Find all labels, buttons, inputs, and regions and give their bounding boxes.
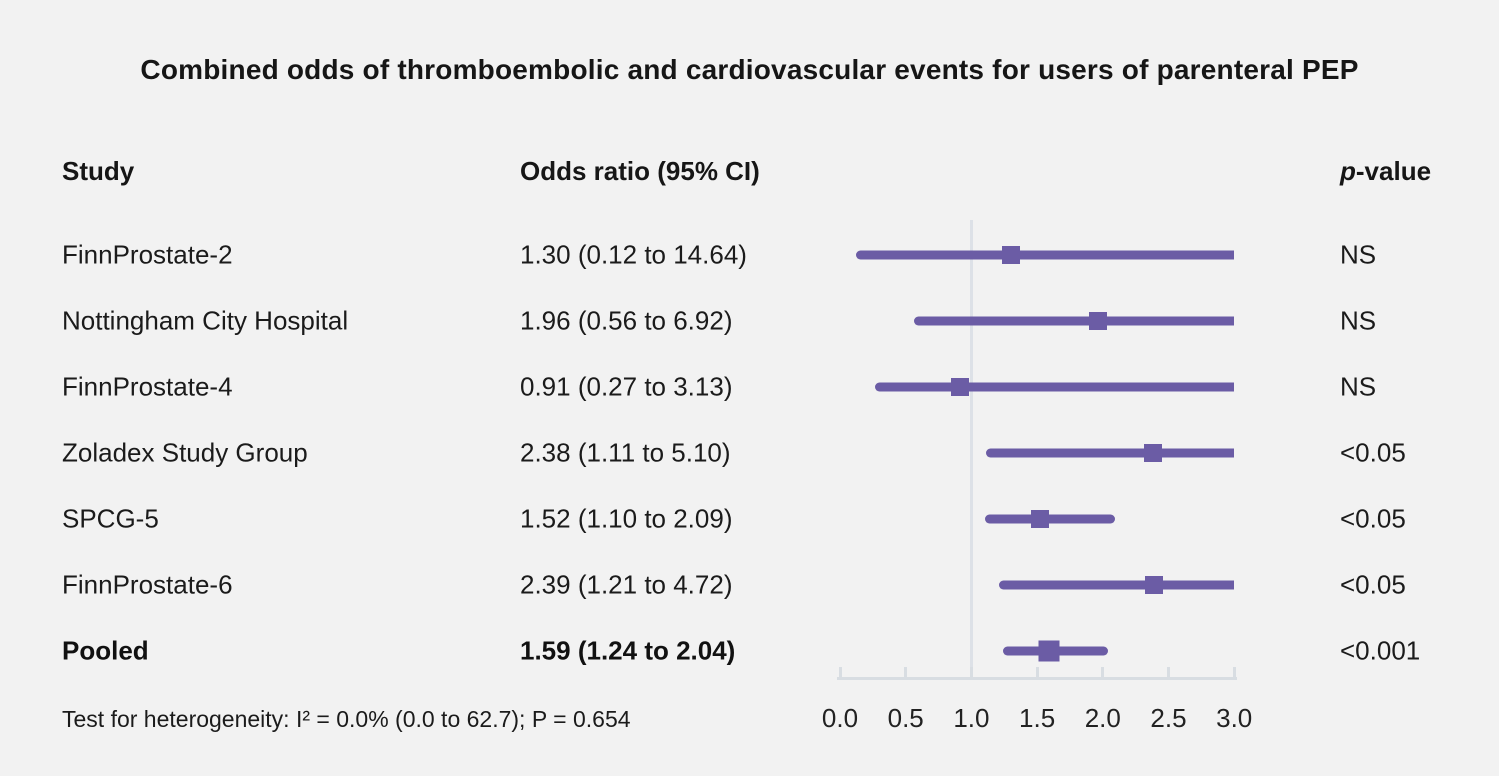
x-axis-tick-label: 2.5: [1150, 703, 1187, 733]
p-value: <0.05: [1340, 569, 1406, 600]
p-value: <0.05: [1340, 503, 1406, 534]
p-value: NS: [1340, 371, 1377, 402]
odds-ratio-ci-value: 0.91 (0.27 to 3.13): [520, 371, 733, 402]
x-axis-tick-label: 0.0: [821, 703, 859, 733]
study-name: Zoladex Study Group: [62, 437, 308, 468]
confidence-interval-line: [984, 514, 1115, 524]
pooled-estimate-marker: [1038, 640, 1060, 662]
x-axis-tick: [1101, 667, 1105, 677]
confidence-interval-line: [998, 580, 1235, 590]
x-axis-tick-label: 3.0: [1216, 703, 1253, 733]
p-value-header-p: p: [1340, 156, 1356, 186]
study-name: FinnProstate-6: [62, 569, 233, 600]
point-estimate-marker: [1088, 312, 1107, 330]
odds-ratio-ci-value: 1.30 (0.12 to 14.64): [520, 239, 747, 270]
study-name: Pooled: [62, 635, 149, 666]
p-value-header-suffix: -value: [1355, 156, 1432, 186]
study-name: Nottingham City Hospital: [62, 305, 349, 336]
x-axis-tick-label: 2.0: [1084, 703, 1121, 733]
study-name: FinnProstate-2: [62, 239, 233, 270]
chart-title: Combined odds of thromboembolic and card…: [140, 54, 1359, 85]
point-estimate-marker: [1001, 246, 1020, 264]
confidence-interval-line: [875, 382, 1235, 392]
x-axis-tick-label: 1.5: [1019, 703, 1056, 733]
point-estimate-marker: [950, 378, 969, 396]
x-axis-tick: [1167, 667, 1170, 677]
x-axis-tick: [838, 667, 842, 677]
confidence-interval-line: [985, 448, 1235, 458]
study-name: SPCG-5: [62, 503, 159, 534]
p-value: NS: [1340, 239, 1377, 270]
p-value: NS: [1340, 305, 1377, 336]
odds-ratio-ci-value: 1.96 (0.56 to 6.92): [520, 305, 733, 336]
p-value: <0.05: [1340, 437, 1406, 468]
confidence-interval-line: [855, 250, 1235, 260]
odds-ratio-ci-value: 1.59 (1.24 to 2.04): [520, 635, 736, 666]
x-axis-tick: [1232, 667, 1236, 677]
column-header-study: Study: [62, 156, 135, 186]
reference-line-or-1: [969, 220, 973, 677]
odds-ratio-ci-value: 1.52 (1.10 to 2.09): [520, 503, 733, 534]
x-axis-tick: [1035, 667, 1039, 677]
x-axis-tick-label: 0.5: [887, 703, 924, 733]
x-axis-tick: [969, 667, 973, 677]
study-name: FinnProstate-4: [62, 371, 233, 402]
odds-ratio-ci-value: 2.39 (1.21 to 4.72): [520, 569, 733, 600]
confidence-interval-line: [913, 316, 1235, 326]
x-axis-line: [837, 677, 1238, 680]
odds-ratio-ci-value: 2.38 (1.11 to 5.10): [520, 437, 731, 468]
heterogeneity-note: Test for heterogeneity: I² = 0.0% (0.0 t…: [62, 706, 631, 732]
point-estimate-marker: [1143, 444, 1162, 462]
point-estimate-marker: [1145, 576, 1164, 594]
column-header-odds-ratio: Odds ratio (95% CI): [520, 156, 760, 186]
column-header-p-value: p-value: [1340, 156, 1431, 187]
x-axis-tick: [904, 667, 908, 677]
point-estimate-marker: [1030, 510, 1049, 528]
x-axis-tick-label: 1.0: [953, 703, 990, 733]
p-value: <0.001: [1340, 635, 1421, 666]
